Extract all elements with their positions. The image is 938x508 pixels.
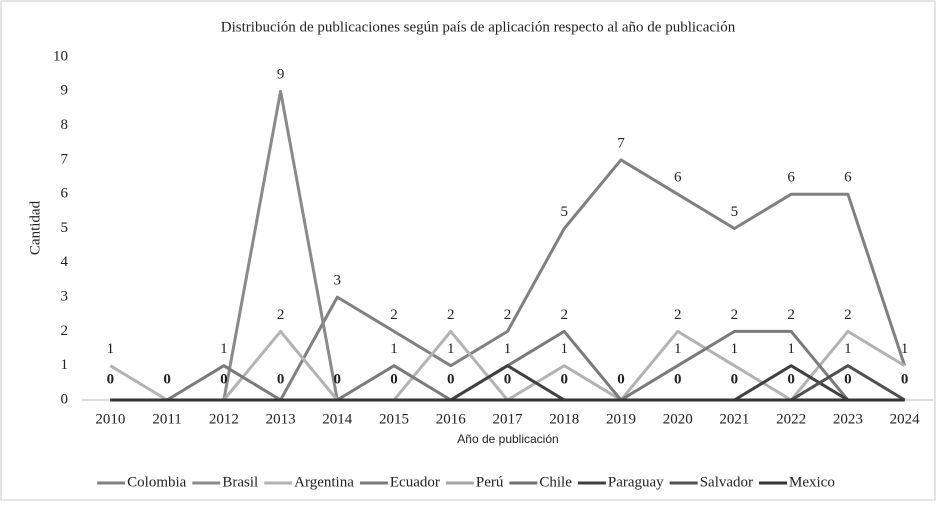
- data-label: 1: [390, 341, 398, 357]
- data-label: 2: [674, 307, 682, 323]
- y-tick-label: 10: [53, 48, 68, 64]
- data-label: 0: [787, 371, 795, 387]
- data-label: 0: [674, 371, 682, 387]
- data-label: 1: [560, 341, 568, 357]
- data-label: 2: [447, 307, 455, 323]
- data-label: 1: [901, 341, 909, 357]
- data-label: 0: [844, 371, 852, 387]
- data-label: 0: [560, 371, 568, 387]
- data-label: 1: [674, 341, 682, 357]
- y-tick-label: 8: [61, 117, 69, 133]
- data-label: 0: [731, 371, 739, 387]
- x-tick-label: 2023: [833, 411, 863, 427]
- data-label: 0: [107, 371, 115, 387]
- data-label: 2: [731, 307, 739, 323]
- data-label: 0: [277, 371, 285, 387]
- x-tick-label: 2024: [890, 411, 921, 427]
- data-label: 0: [447, 371, 455, 387]
- y-tick-label: 9: [61, 83, 69, 99]
- x-tick-label: 2010: [95, 411, 125, 427]
- x-tick-label: 2018: [549, 411, 579, 427]
- data-label: 0: [334, 371, 342, 387]
- data-label: 2: [277, 307, 285, 323]
- y-tick-label: 2: [61, 323, 69, 339]
- data-label: 3: [334, 273, 342, 289]
- y-axis-title: Cantidad: [27, 200, 43, 255]
- x-tick-label: 2015: [379, 411, 409, 427]
- data-label: 6: [674, 170, 682, 186]
- data-label: 0: [504, 371, 512, 387]
- legend-label: Salvador: [700, 474, 753, 490]
- data-label: 2: [844, 307, 852, 323]
- y-tick-label: 1: [61, 357, 69, 373]
- data-label: 0: [163, 371, 171, 387]
- x-axis-title: Año de publicación: [457, 432, 558, 446]
- data-label: 7: [617, 135, 625, 151]
- data-label: 1: [731, 341, 739, 357]
- legend-label: Argentina: [294, 474, 354, 490]
- x-tick-label: 2017: [493, 411, 524, 427]
- data-label: 1: [107, 341, 115, 357]
- y-tick-label: 3: [61, 289, 69, 305]
- x-tick-label: 2022: [776, 411, 806, 427]
- legend-label: Perú: [476, 474, 504, 490]
- data-label: 2: [560, 307, 568, 323]
- y-tick-label: 7: [61, 151, 69, 167]
- data-label: 0: [390, 371, 398, 387]
- data-label: 6: [844, 170, 852, 186]
- x-tick-label: 2016: [436, 411, 467, 427]
- legend-label: Colombia: [127, 474, 187, 490]
- y-tick-label: 6: [61, 186, 69, 202]
- data-label: 2: [504, 307, 512, 323]
- data-label: 2: [787, 307, 795, 323]
- y-tick-label: 0: [61, 391, 69, 407]
- legend-label: Brasil: [222, 474, 258, 490]
- data-label: 1: [504, 341, 512, 357]
- data-label: 0: [901, 371, 909, 387]
- data-label: 6: [787, 170, 795, 186]
- x-tick-label: 2014: [322, 411, 353, 427]
- data-label: 1: [844, 341, 852, 357]
- data-label: 5: [731, 204, 739, 220]
- data-label: 5: [560, 204, 568, 220]
- legend-label: Paraguay: [608, 474, 664, 490]
- data-label: 0: [617, 371, 625, 387]
- x-tick-label: 2020: [663, 411, 693, 427]
- data-label: 0: [220, 371, 228, 387]
- data-label: 1: [787, 341, 795, 357]
- legend-label: Chile: [539, 474, 572, 490]
- legend-label: Ecuador: [390, 474, 440, 490]
- y-tick-label: 5: [61, 220, 69, 236]
- data-label: 1: [220, 341, 228, 357]
- x-tick-label: 2013: [266, 411, 296, 427]
- x-tick-label: 2021: [719, 411, 749, 427]
- data-label: 9: [277, 67, 285, 83]
- x-tick-label: 2011: [152, 411, 181, 427]
- data-label: 2: [390, 307, 398, 323]
- data-label: 1: [447, 341, 455, 357]
- legend-label: Mexico: [789, 474, 835, 490]
- x-tick-label: 2012: [209, 411, 239, 427]
- x-tick-label: 2019: [606, 411, 636, 427]
- chart-title: Distribución de publicaciones según país…: [221, 19, 736, 35]
- y-tick-label: 4: [61, 254, 69, 270]
